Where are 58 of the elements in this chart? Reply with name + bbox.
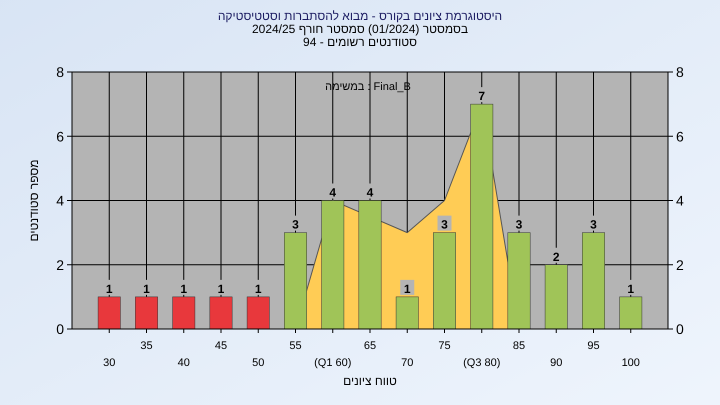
bar <box>619 296 642 330</box>
x-tick-label: 30 <box>103 357 116 369</box>
x-tick-label: 95 <box>587 340 600 352</box>
bar <box>284 232 307 330</box>
x-tick-label: (Q1 60) <box>314 357 352 369</box>
bar <box>508 232 530 330</box>
x-axis-title: טווח ציונים <box>343 374 398 388</box>
bar <box>544 264 568 330</box>
bar <box>246 296 270 330</box>
data-label: 2 <box>552 250 560 264</box>
y-tick-label: 8 <box>56 64 64 80</box>
y-tick-label: 0 <box>56 321 64 337</box>
bar <box>358 200 382 330</box>
chart-subtitle: בסמסטר (01/2024) סמסטר חורף 2024/25 סטודנטים רשומים - 94 <box>252 22 468 49</box>
y2-tick-label: 6 <box>676 128 684 144</box>
x-tick-label: 70 <box>401 357 414 369</box>
y-axis-title: מספר סטודנטים <box>27 159 41 242</box>
y-tick-label: 6 <box>56 128 64 144</box>
data-label: 1 <box>627 282 634 296</box>
bar <box>98 296 121 330</box>
y2-tick-label: 2 <box>676 256 684 273</box>
x-tick-label: 100 <box>622 357 640 369</box>
bar <box>135 296 158 330</box>
bar <box>210 296 232 330</box>
y2-tick-label: 4 <box>676 192 684 208</box>
data-label: 1 <box>180 282 188 296</box>
data-label: 4 <box>366 186 374 200</box>
data-label: 3 <box>292 218 300 232</box>
y2-tick-label: 0 <box>676 321 684 337</box>
bar <box>396 296 419 330</box>
data-label: 1 <box>106 282 113 296</box>
bar <box>172 296 196 330</box>
bar <box>582 232 605 330</box>
data-label: 1 <box>143 282 150 296</box>
x-tick-label: 40 <box>178 357 190 369</box>
data-label: 7 <box>478 89 486 104</box>
x-tick-label: 50 <box>252 357 264 369</box>
data-label: 4 <box>329 186 336 200</box>
y-tick-label: 4 <box>56 192 64 208</box>
y-tick-label: 2 <box>56 256 64 273</box>
data-label: 3 <box>590 218 598 232</box>
x-tick-label: 90 <box>550 357 562 369</box>
data-label: 3 <box>516 218 523 232</box>
x-tick-label: 85 <box>512 340 526 352</box>
data-label: 1 <box>404 282 411 296</box>
chart-title: היסטוגרמת ציונים בקורס - מבוא להסתברות וסטטיסטיקה <box>218 9 502 23</box>
bar <box>321 200 344 330</box>
bar <box>470 104 494 330</box>
x-tick-label: 45 <box>214 340 228 352</box>
x-tick-label: 55 <box>289 340 302 352</box>
x-tick-label: 65 <box>364 340 376 352</box>
data-label: 1 <box>254 282 262 296</box>
y2-tick-label: 8 <box>676 64 684 80</box>
x-tick-label: 75 <box>438 340 451 352</box>
data-label: 1 <box>218 282 225 296</box>
x-tick-label: (Q3 80) <box>463 357 500 369</box>
data-label: 3 <box>441 218 448 232</box>
x-tick-label: 35 <box>140 340 153 352</box>
